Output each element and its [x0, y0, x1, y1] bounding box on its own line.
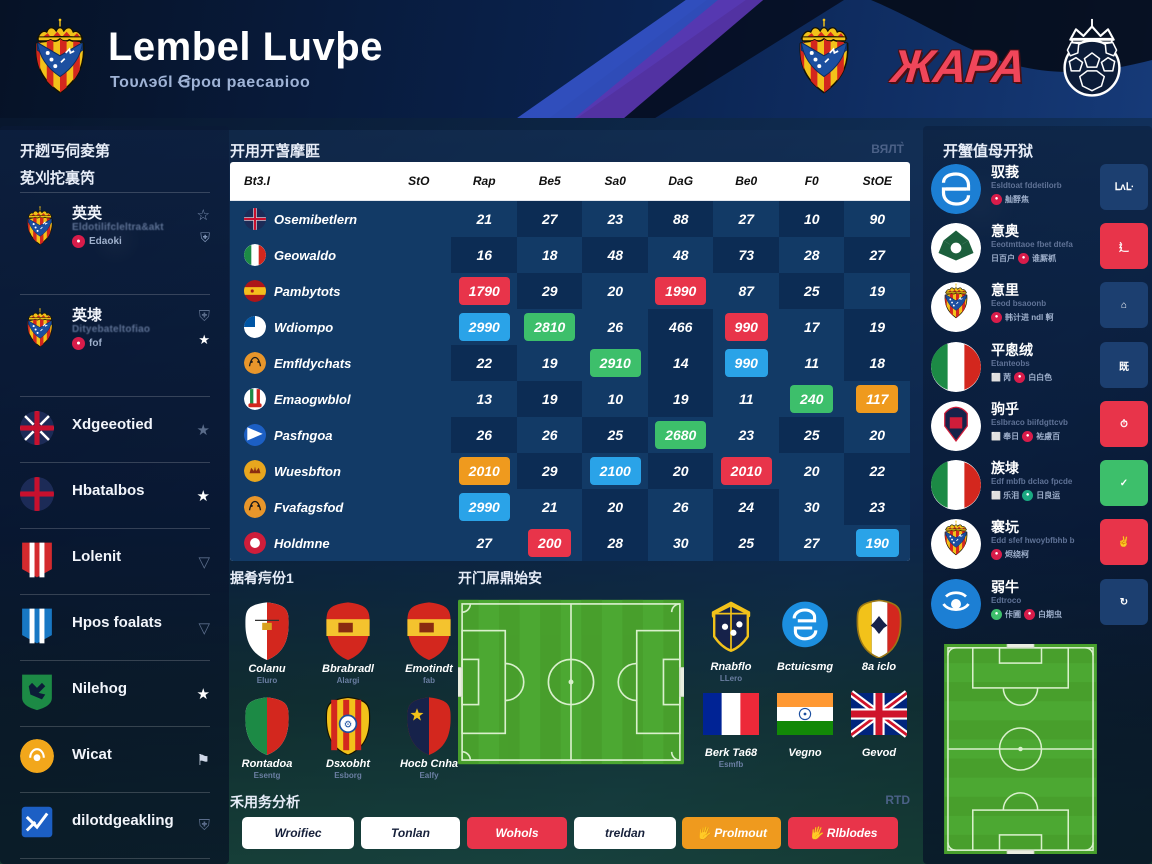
svg-text:⚙: ⚙	[344, 719, 353, 730]
